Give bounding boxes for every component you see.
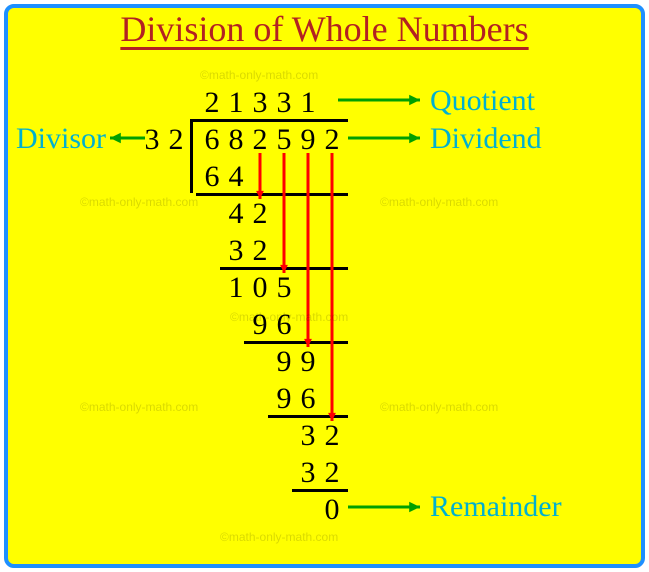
quotient-label: Quotient <box>430 84 535 118</box>
divisor-label: Divisor <box>16 122 106 156</box>
remainder-label: Remainder <box>430 490 562 524</box>
dividend-label: Dividend <box>430 122 542 156</box>
remainder-arrow <box>0 0 649 572</box>
diagram-container: Division of Whole Numbers 21331682592326… <box>0 0 649 572</box>
